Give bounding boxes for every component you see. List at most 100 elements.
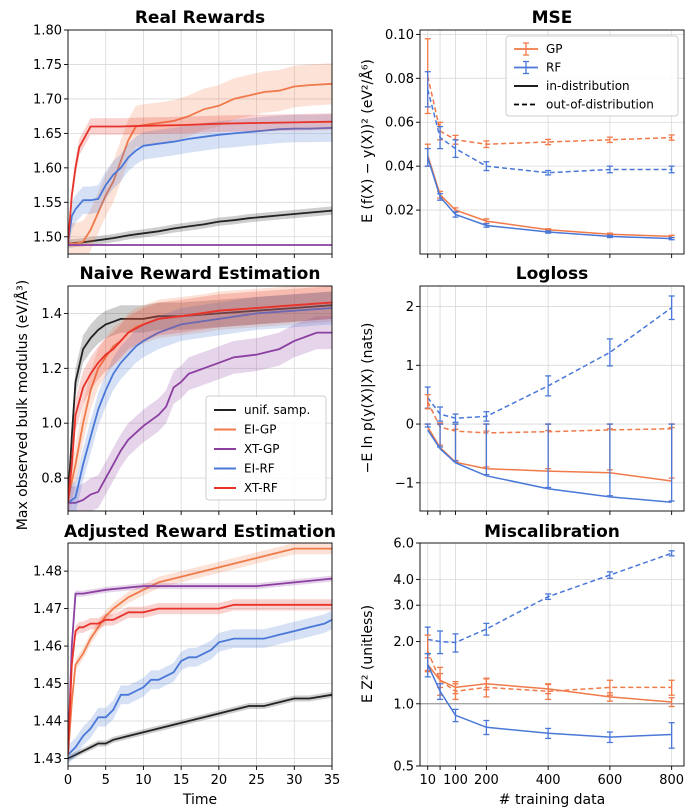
legend-naive: unif. samp. EI-GP XT-GP EI-RF XT-RF xyxy=(205,395,327,501)
xtick-label: 35 xyxy=(324,773,341,788)
legend-label-eigp: EI-GP xyxy=(244,423,276,437)
ytick-label: 1.50 xyxy=(33,230,62,245)
band-eigp xyxy=(68,63,332,254)
title-naive-reward: Naive Reward Estimation xyxy=(80,264,321,284)
line-eirf xyxy=(68,307,332,504)
ytick-label: 1.60 xyxy=(33,161,62,176)
band-xtrf xyxy=(68,286,332,511)
legend-label-xtrf: XT-RF xyxy=(244,481,278,495)
line-eigp xyxy=(68,82,332,245)
series-group-mse xyxy=(424,38,675,241)
panel-miscal: 0.5 1.0 2.0 3.0 4.0 6.0 10 100 200 400 600 800 xyxy=(393,537,685,788)
ytick-label: 1.46 xyxy=(33,640,62,655)
line-unif xyxy=(68,209,332,245)
xtick-label: 600 xyxy=(597,773,622,788)
plot-area: 1.50 1.55 1.60 1.65 1.70 1.75 1.80 0.8 1.0 1.2 1.4… xyxy=(33,24,685,788)
line-solid-3 xyxy=(427,429,672,503)
line-xtrf xyxy=(68,120,332,244)
legend-label-xtgp: XT-GP xyxy=(244,442,280,456)
legend-label-1: RF xyxy=(546,61,561,75)
ytick-label: 1.47 xyxy=(33,602,62,617)
ytick-label: 1.48 xyxy=(33,565,62,580)
legend-label-eirf: EI-RF xyxy=(244,462,275,476)
ytick-label: 0.04 xyxy=(385,160,414,175)
ytick-label: 1.4 xyxy=(41,307,62,322)
band-eirf xyxy=(68,610,332,765)
axes-frame xyxy=(67,542,333,767)
xtick-label: 0 xyxy=(64,773,72,788)
ytick-label: 1.45 xyxy=(33,677,62,692)
ytick-label: 0 xyxy=(406,418,414,433)
ytick-label: 0.10 xyxy=(385,28,414,43)
panel-real: 1.50 1.55 1.60 1.65 1.70 1.75 1.80 xyxy=(33,24,333,258)
ylabel-logloss: −E ln p(y(X)|X) (nats) xyxy=(360,323,376,474)
ytick-label: 1.44 xyxy=(33,715,62,730)
xtick-label: 30 xyxy=(286,773,303,788)
ytick-label: 1.80 xyxy=(33,24,62,39)
line-eigp xyxy=(68,547,332,755)
ylabel-miscalibration: E Z² (unitless) xyxy=(360,605,376,703)
legend-label-0: GP xyxy=(546,42,563,56)
title-logloss: Logloss xyxy=(516,264,588,284)
ytick-label: 1.0 xyxy=(393,697,414,712)
ytick-label: 0.8 xyxy=(41,472,62,487)
ytick-label: 1.2 xyxy=(41,362,62,377)
ytick-label: 4.0 xyxy=(393,573,414,588)
ytick-label: 6.0 xyxy=(393,537,414,552)
line-eirf xyxy=(68,127,332,244)
xtick-label: 10 xyxy=(419,773,436,788)
axes-frame xyxy=(67,285,333,512)
title-miscalibration: Miscalibration xyxy=(484,522,620,542)
xtick-label: 100 xyxy=(443,773,468,788)
legend-mse: GP RF in-distribution out-of-distribution xyxy=(505,35,679,117)
panel-adjusted: 1.43 1.44 1.45 1.46 1.47 1.48 0 5 10 15 20 25 30 35 xyxy=(33,542,341,788)
series-group-real xyxy=(68,63,332,254)
xtick-label: 200 xyxy=(474,773,499,788)
xlabel-time: Time xyxy=(182,792,217,808)
band-eirf xyxy=(68,291,332,511)
ytick-label: 1.65 xyxy=(33,127,62,142)
legend-label-unif: unif. samp. xyxy=(244,403,310,417)
line-xtrf xyxy=(68,603,332,755)
legend-label-3: out-of-distribution xyxy=(546,98,654,112)
legend-box xyxy=(505,35,679,117)
band-eirf xyxy=(68,114,332,254)
panel-logloss: −1 0 1 2 xyxy=(395,285,685,515)
title-real-rewards: Real Rewards xyxy=(135,8,265,28)
series-group-adjusted xyxy=(68,543,332,765)
xtick-label: 25 xyxy=(248,773,265,788)
legend-box xyxy=(205,395,327,501)
band-xtgp xyxy=(68,316,332,511)
line-eirf xyxy=(68,618,332,756)
axes-frame xyxy=(67,29,333,255)
line-xtgp xyxy=(68,577,332,755)
legend-label-2: in-distribution xyxy=(546,79,630,93)
ytick-label: 2.0 xyxy=(393,635,414,650)
title-mse: MSE xyxy=(532,8,573,28)
xtick-label: 800 xyxy=(659,773,684,788)
axes-frame xyxy=(419,542,685,767)
left-shared-ylabel: Max observed bulk modulus (eV/Å³) xyxy=(14,280,31,530)
xtick-label: 400 xyxy=(536,773,561,788)
xtick-label: 15 xyxy=(173,773,190,788)
band-eigp xyxy=(68,543,332,761)
xtick-label: 5 xyxy=(102,773,110,788)
ytick-label: 1.70 xyxy=(33,92,62,107)
line-unif xyxy=(68,693,332,760)
xtick-label: 20 xyxy=(211,773,228,788)
series-group-logloss xyxy=(424,295,675,503)
ytick-label: 1.0 xyxy=(41,417,62,432)
ylabel-mse: E (f(X) − y(X))² (eV²/Å⁶) xyxy=(359,59,376,223)
axes-frame xyxy=(419,285,685,512)
ytick-label: 0.5 xyxy=(393,760,414,775)
xtick-label: 10 xyxy=(135,773,152,788)
ytick-label: 1.43 xyxy=(33,752,62,767)
ytick-label: 0.06 xyxy=(385,116,414,131)
ytick-label: 1.75 xyxy=(33,58,62,73)
ytick-label: 0.08 xyxy=(385,72,414,87)
title-adjusted-reward: Adjusted Reward Estimation xyxy=(64,522,336,542)
band-eigp xyxy=(68,286,332,511)
ytick-label: 3.0 xyxy=(393,599,414,614)
